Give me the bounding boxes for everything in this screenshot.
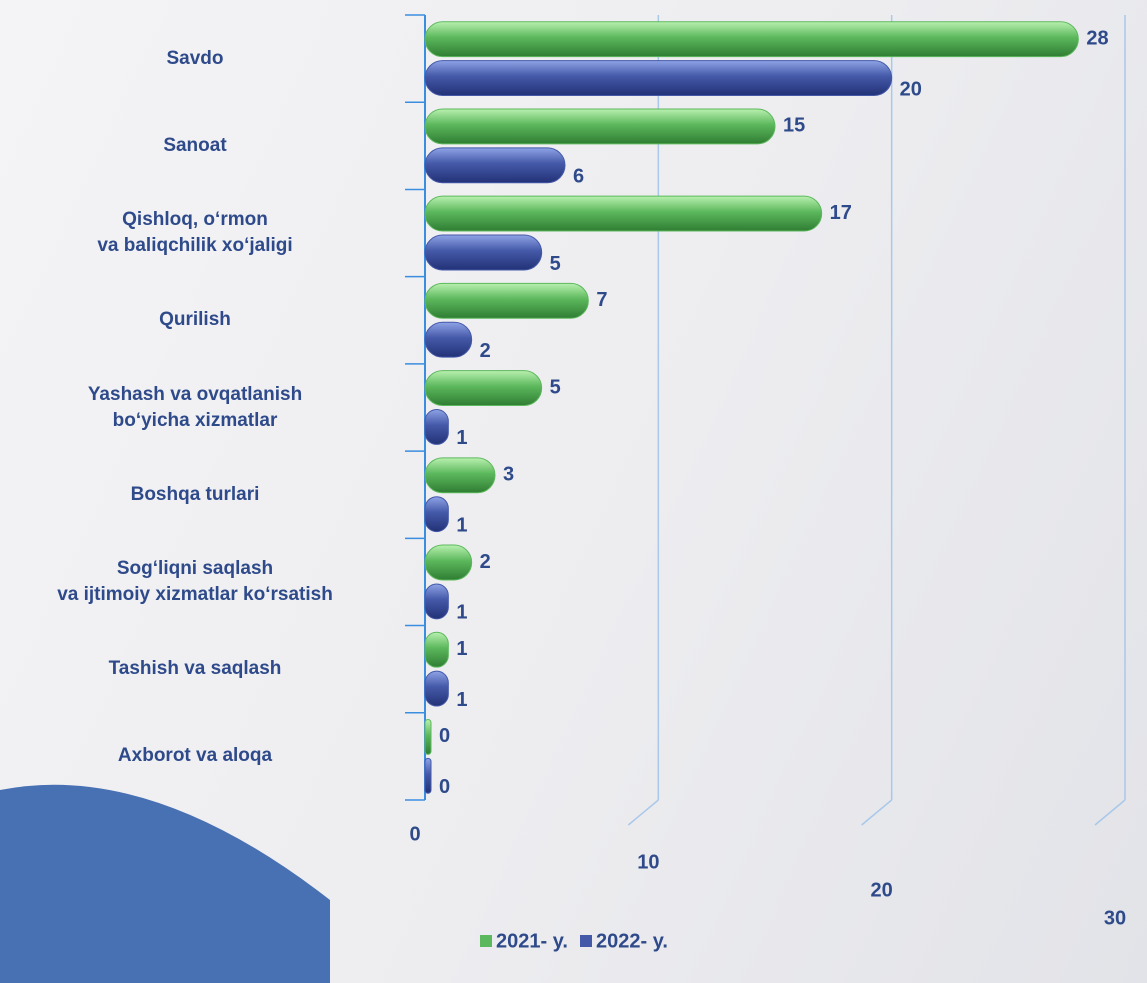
value-label: 5 — [550, 376, 561, 398]
value-label: 15 — [783, 115, 805, 137]
bar — [424, 719, 432, 755]
category-label: Yashash va ovqatlanish bo‘yicha xizmatla… — [87, 383, 303, 431]
value-label: 5 — [550, 253, 561, 275]
x-tick-label: 30 — [1104, 907, 1126, 929]
category-label: Axborot va aloqa — [117, 745, 273, 767]
value-label: 1 — [456, 638, 467, 660]
x-tick — [627, 799, 659, 826]
x-tick-label: 20 — [871, 879, 893, 901]
value-label: 1 — [456, 689, 467, 711]
value-label: 2 — [480, 340, 491, 362]
bar — [424, 757, 432, 794]
bar — [424, 21, 1079, 58]
x-tick — [1094, 799, 1126, 826]
value-label: 6 — [573, 166, 584, 188]
bar — [424, 234, 543, 271]
bar — [424, 457, 496, 494]
legend-swatch — [580, 935, 592, 947]
bar — [424, 147, 566, 184]
x-tick-label: 0 — [409, 823, 420, 845]
category-label: Qishloq, o‘rmon va baliqchilik xo‘jaligi — [97, 209, 293, 257]
bar — [424, 108, 776, 145]
value-label: 1 — [456, 602, 467, 624]
value-label: 0 — [439, 776, 450, 798]
category-label: Qurilish — [159, 309, 231, 331]
x-tick — [861, 799, 893, 826]
value-label: 28 — [1086, 27, 1108, 49]
bar — [424, 583, 449, 620]
bar — [424, 282, 589, 319]
value-label: 0 — [439, 725, 450, 747]
value-label: 1 — [456, 514, 467, 536]
category-label: Boshqa turlari — [130, 483, 260, 505]
bar — [424, 60, 893, 96]
category-label: Sog‘liqni saqlash va ijtimoiy xizmatlar … — [57, 557, 333, 605]
legend-label: 2021- y. — [496, 930, 568, 952]
legend-label: 2022- y. — [596, 930, 668, 952]
value-label: 1 — [456, 427, 467, 449]
value-label: 20 — [900, 78, 922, 100]
bar — [424, 370, 543, 407]
bar — [424, 670, 449, 707]
decoration — [0, 784, 330, 983]
value-label: 2 — [480, 551, 491, 573]
value-label: 7 — [596, 289, 607, 311]
x-tick-label: 10 — [637, 851, 659, 873]
bar — [424, 496, 449, 533]
value-label: 3 — [503, 464, 514, 486]
bar — [424, 631, 449, 668]
value-label: 17 — [830, 202, 852, 224]
bar — [424, 321, 473, 358]
legend-swatch — [480, 935, 492, 947]
bar — [424, 409, 449, 445]
bar — [424, 195, 823, 232]
category-label: Tashish va saqlash — [108, 658, 282, 680]
category-label: Sanoat — [163, 134, 227, 156]
bar — [424, 544, 473, 581]
category-label: Savdo — [166, 47, 224, 69]
